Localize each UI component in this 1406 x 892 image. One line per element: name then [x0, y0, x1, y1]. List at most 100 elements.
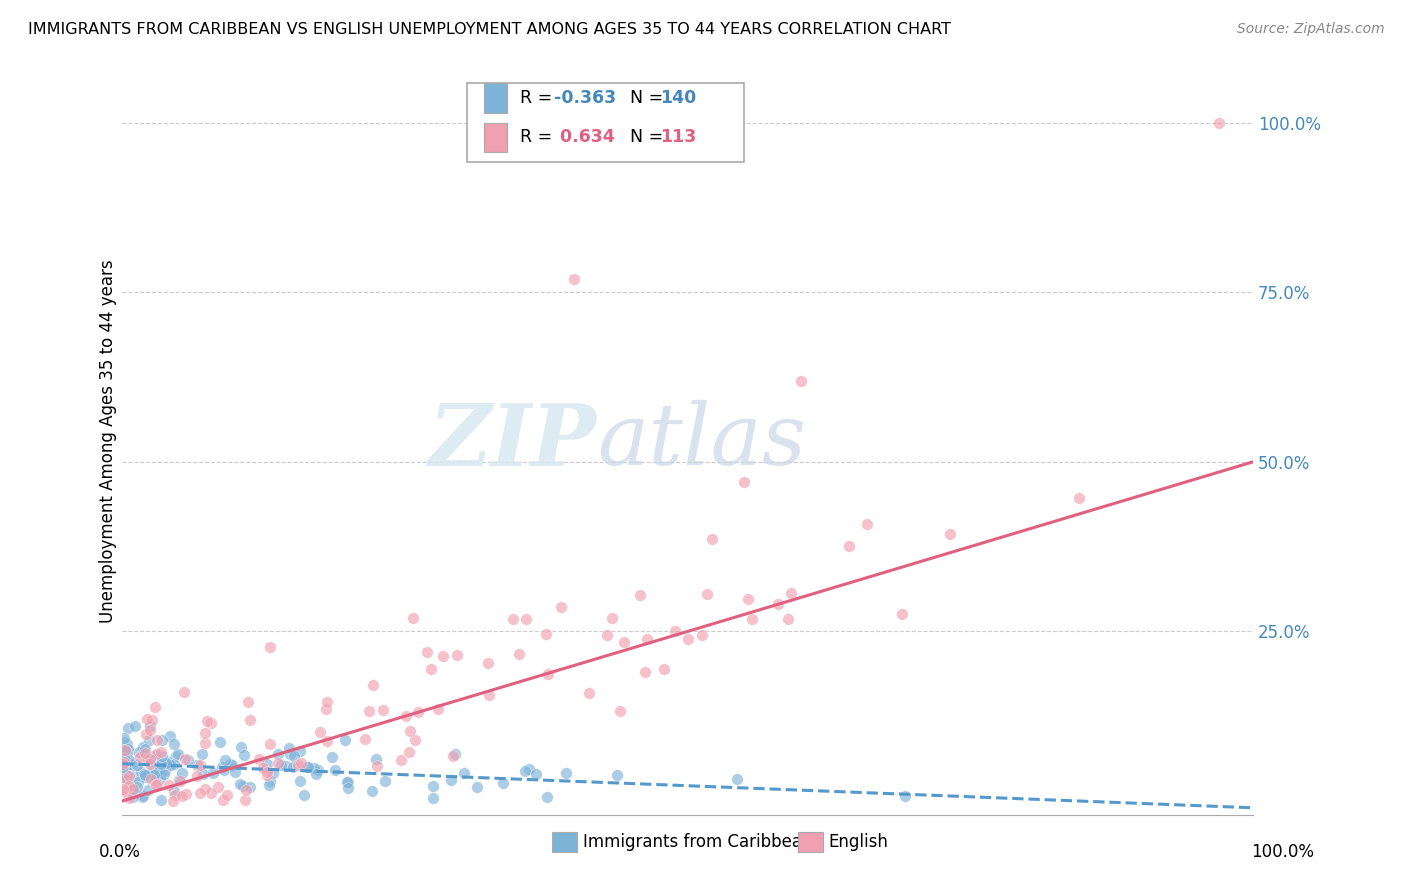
Point [128, 746, 150, 760]
Point [361, 784, 384, 798]
Point [215, 788, 238, 802]
Point [169, 773, 191, 788]
Point [174, 787, 197, 801]
Y-axis label: Unemployment Among Ages 35 to 44 years: Unemployment Among Ages 35 to 44 years [100, 260, 117, 624]
Text: atlas: atlas [598, 401, 806, 483]
Point [117, 742, 139, 756]
Point [191, 767, 214, 781]
Point [515, 612, 537, 626]
Point [148, 763, 170, 777]
Point [111, 766, 134, 780]
Point [145, 747, 167, 761]
Point [115, 737, 138, 751]
Point [152, 766, 174, 780]
Point [139, 719, 162, 733]
Point [366, 751, 388, 765]
Point [207, 780, 229, 794]
Point [1208, 116, 1230, 130]
Point [124, 781, 146, 796]
Point [281, 760, 304, 774]
Point [115, 745, 138, 759]
Point [700, 532, 723, 546]
Point [139, 751, 162, 765]
Point [150, 749, 173, 764]
Point [894, 789, 917, 804]
FancyBboxPatch shape [484, 83, 506, 113]
Point [135, 770, 157, 784]
Point [157, 778, 180, 792]
Point [789, 374, 811, 388]
Point [115, 772, 138, 787]
Text: English: English [830, 833, 889, 851]
Point [138, 723, 160, 737]
Point [155, 756, 177, 770]
Point [224, 765, 246, 780]
Point [117, 768, 139, 782]
Point [111, 756, 134, 771]
Point [478, 689, 501, 703]
Point [247, 751, 270, 765]
Point [118, 755, 141, 769]
Point [136, 752, 159, 766]
Point [138, 733, 160, 747]
Point [389, 753, 412, 767]
Point [118, 779, 141, 793]
Point [515, 764, 537, 778]
Point [114, 754, 136, 768]
Point [121, 758, 143, 772]
Point [112, 751, 135, 765]
Point [160, 758, 183, 772]
Point [288, 744, 311, 758]
Point [578, 686, 600, 700]
Point [550, 600, 572, 615]
Point [112, 755, 135, 769]
Point [186, 758, 208, 772]
Point [114, 751, 136, 765]
Point [737, 592, 759, 607]
Point [292, 789, 315, 803]
Point [270, 758, 292, 772]
Point [779, 586, 801, 600]
Point [162, 794, 184, 808]
Point [288, 774, 311, 789]
Point [239, 780, 262, 794]
Point [135, 727, 157, 741]
Point [118, 779, 141, 793]
Point [534, 627, 557, 641]
Point [138, 754, 160, 768]
Point [725, 772, 748, 786]
Point [267, 756, 290, 770]
Point [193, 726, 215, 740]
Point [112, 782, 135, 797]
Point [235, 782, 257, 797]
Point [267, 747, 290, 761]
Point [186, 769, 208, 783]
Point [118, 769, 141, 783]
Point [143, 767, 166, 781]
Point [537, 666, 560, 681]
Text: N =: N = [619, 89, 668, 107]
Point [232, 779, 254, 793]
Point [287, 757, 309, 772]
Text: Source: ZipAtlas.com: Source: ZipAtlas.com [1237, 22, 1385, 37]
Text: R =: R = [520, 89, 558, 107]
Point [465, 780, 488, 794]
Point [440, 773, 463, 788]
Point [115, 744, 138, 758]
Point [741, 612, 763, 626]
Point [111, 741, 134, 756]
Point [634, 665, 657, 679]
Point [262, 765, 284, 780]
Point [211, 793, 233, 807]
Point [114, 754, 136, 768]
Point [111, 759, 134, 773]
Point [321, 749, 343, 764]
Point [257, 778, 280, 792]
Point [441, 748, 464, 763]
Point [150, 732, 173, 747]
Point [146, 747, 169, 762]
Point [229, 776, 252, 790]
Point [336, 775, 359, 789]
Point [135, 712, 157, 726]
Text: 0.0%: 0.0% [98, 843, 141, 861]
